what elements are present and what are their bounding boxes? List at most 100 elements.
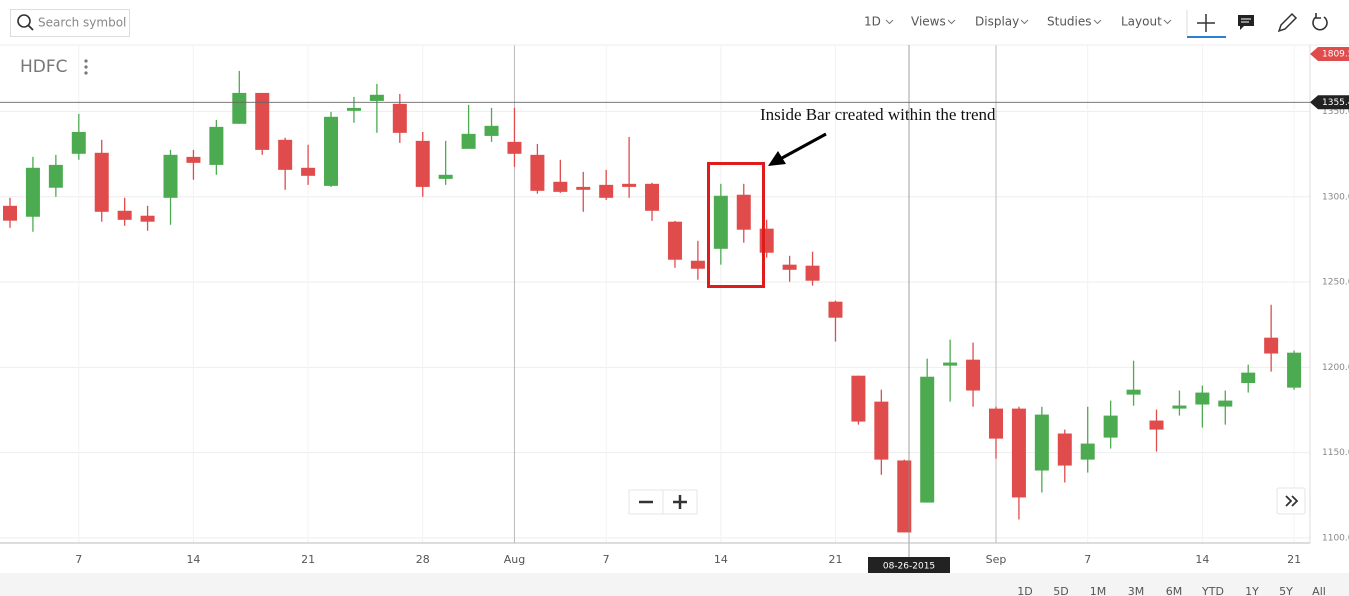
candle-body [1057,433,1072,466]
zoom-in[interactable] [662,489,698,515]
grid [0,45,1310,543]
range-button[interactable]: 1Y [1245,585,1259,596]
crosshair-price-tag [1310,95,1349,110]
candle-body [484,125,499,136]
candle-body [25,167,40,217]
candle-body [1149,420,1164,430]
candle-body [713,195,728,249]
search-icon [27,24,34,31]
candle-body [690,260,705,269]
candle-body [599,184,614,198]
menu-chevrons [885,19,1172,25]
scroll-end[interactable] [1276,487,1306,515]
x-tick-label: Sep [986,553,1007,566]
last-price-tag [1310,47,1349,61]
range-buttons: 1D 5D 1M 3M 6M YTD 1Y 5Y All [1017,585,1326,596]
candle-body [553,181,568,192]
candle-body [759,228,774,253]
crosshair-date: 08-26-2015 [883,562,935,572]
candle-body [874,401,889,460]
candle-body [1034,414,1049,471]
candle-body [1287,352,1302,388]
candle-body [71,131,86,154]
menu-studies[interactable]: Studies [1047,15,1092,29]
range-button[interactable]: All [1312,585,1326,596]
last-price: 1809.5 [1322,50,1349,60]
candle-body [186,156,201,163]
annotation-arrow [781,132,827,160]
x-tick-label: 14 [186,553,200,566]
candle-body [392,103,407,133]
candle-body [1195,392,1210,405]
candle-body [920,376,935,503]
x-tick-label: 7 [75,553,82,566]
range-button[interactable]: 1M [1090,585,1107,596]
range-button[interactable]: 3M [1128,585,1145,596]
range-button[interactable]: 5D [1053,585,1068,596]
symbol-menu[interactable] [84,59,88,75]
plot [3,70,1302,533]
range-button[interactable]: YTD [1201,585,1224,596]
candle-body [346,107,361,111]
x-tick-label: 28 [416,553,430,566]
candle-body [1264,337,1279,354]
candle-body [94,152,109,212]
x-tick-label: 21 [1287,553,1301,566]
x-tick-label: 21 [828,553,842,566]
range-button[interactable]: 1D [1017,585,1032,596]
range-bar [0,573,1349,596]
candle-body [530,154,545,191]
candle-body [966,359,981,391]
inside-bar-highlight [707,162,765,288]
comment-tool[interactable] [1238,15,1254,30]
candle-body [943,362,958,366]
zoom-out[interactable] [628,489,664,515]
candle-body [1218,400,1233,407]
range-button[interactable]: 6M [1166,585,1183,596]
candle-body [622,183,637,187]
draw-tool[interactable] [1277,12,1298,33]
y-tick-label: 1100.0 [1322,533,1349,543]
candle-body [324,116,339,186]
x-tick-label: 7 [1084,553,1091,566]
menu-views[interactable]: Views [911,15,946,29]
candle-body [851,375,866,422]
x-tick-label: 14 [714,553,728,566]
candle-body [163,154,178,198]
candle-body [301,167,316,176]
menu-interval[interactable]: 1D [864,15,881,29]
y-tick-label: 1350.0 [1322,107,1349,117]
candle-body [736,194,751,230]
crosshair-tool[interactable] [1187,14,1226,38]
search-placeholder: Search symbol [38,16,126,30]
candle-body [1011,408,1026,498]
candle-body [461,133,476,149]
range-button[interactable]: 5Y [1279,585,1293,596]
x-tick-label: 14 [1195,553,1209,566]
candle-body [645,183,660,211]
candle-body [117,210,132,220]
candle-body [48,164,63,188]
candle-body [3,205,17,221]
candle-body [140,215,155,222]
reset-tool[interactable] [1312,13,1328,31]
y-tick-label: 1300.0 [1322,192,1349,202]
y-tick-label: 1200.0 [1322,363,1349,373]
candle-body [1080,443,1095,460]
y-tick-label: 1150.0 [1322,448,1349,458]
symbol-name: HDFC [20,57,68,77]
candle-body [1126,389,1141,395]
menu-layout[interactable]: Layout [1121,15,1162,29]
candle-body [782,264,797,270]
annotation-arrowhead [768,151,786,166]
candle-body [1103,415,1118,438]
x-tick-label: 21 [301,553,315,566]
candle-body [1241,372,1256,384]
x-tick-label: 7 [603,553,610,566]
candle-body [209,126,224,165]
crosshair-price: 1355.4 [1322,98,1349,108]
candle-body [369,94,384,101]
menu-display[interactable]: Display [975,15,1019,29]
candle-body [667,221,682,260]
